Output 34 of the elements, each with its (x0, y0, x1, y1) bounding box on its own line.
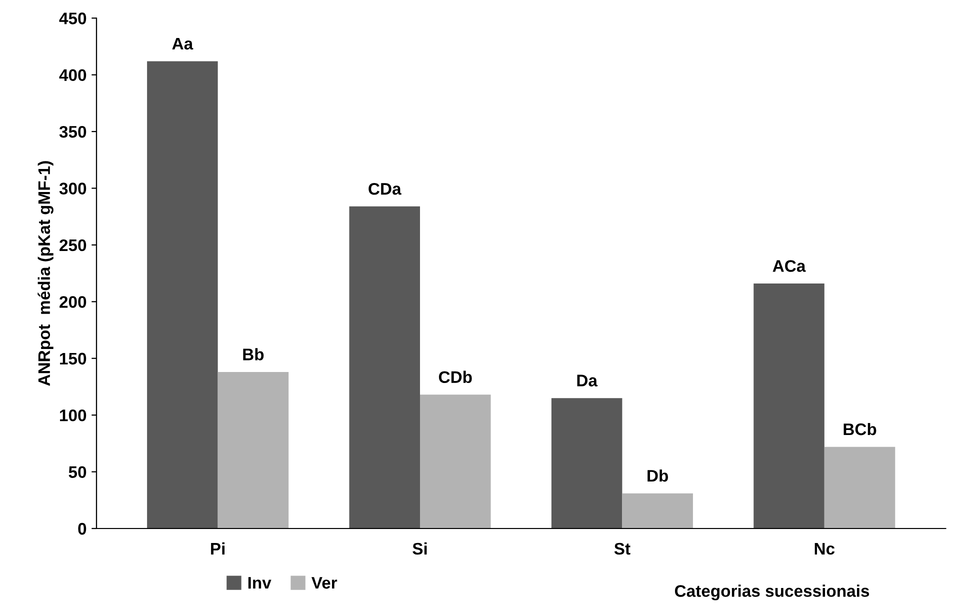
y-tick-label: 50 (68, 466, 86, 478)
bar (349, 206, 420, 528)
y-tick-label: 150 (60, 352, 86, 365)
annotation: ACa (772, 260, 806, 272)
annotation: Db (648, 469, 668, 482)
bar (824, 446, 896, 528)
bar (218, 372, 289, 528)
annotation: Da (577, 374, 598, 386)
legend-label: Inv (248, 577, 272, 589)
x-tick-label: Pi (211, 542, 225, 554)
y-tick-label: 200 (60, 296, 86, 308)
annotation: Aa (172, 38, 194, 50)
annotation: CDb (438, 370, 472, 384)
y-tick-label: 450 (59, 12, 86, 24)
bar (551, 398, 622, 528)
annotation: CDa (368, 182, 402, 195)
y-tick-label: 350 (59, 126, 86, 138)
y-tick-label: 250 (60, 239, 86, 252)
y-tick-label: 0 (78, 522, 86, 535)
x-tick-label: St (614, 542, 630, 555)
annotation: Bb (243, 348, 264, 360)
y-tick-label: 400 (59, 69, 86, 82)
y-tick-label: 100 (60, 409, 86, 422)
legend-label: Ver (311, 577, 338, 589)
bar (622, 493, 693, 528)
y-tick-label: 300 (59, 182, 86, 194)
annotation: BCb (844, 422, 876, 436)
x-tick-label: Si (412, 542, 427, 555)
bar (147, 61, 218, 528)
y-axis-title: ANRpot média (pKat gMF-1) (38, 161, 54, 386)
x-tick-label: Nc (814, 543, 835, 555)
bar (420, 394, 491, 528)
bar (754, 284, 824, 528)
x-axis-title: Categorias sucessionais (674, 584, 870, 600)
